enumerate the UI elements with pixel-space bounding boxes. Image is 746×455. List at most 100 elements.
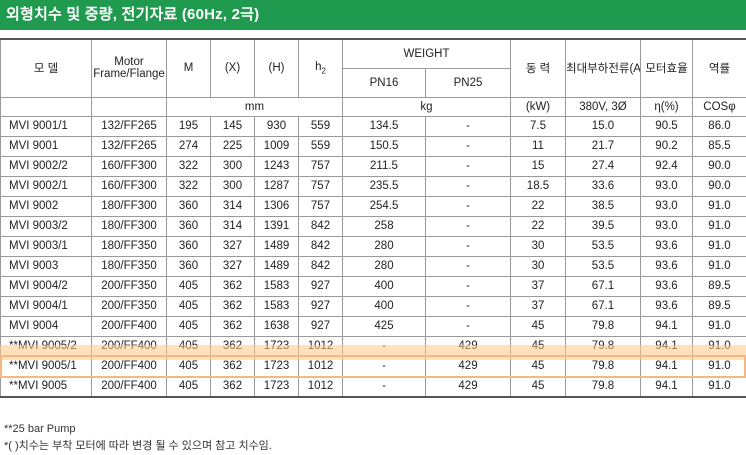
cell-power-factor: 91.0 <box>692 335 746 357</box>
cell-frame: 180/FF300 <box>91 195 167 217</box>
spec-table-body: MVI 9001/1 132/FF265 195 145 930 559 134.5-7.5… <box>0 115 746 398</box>
cell-efficiency: 92.4 <box>640 155 693 177</box>
col-header-motor-frame: Motor Frame/Flange <box>91 38 167 98</box>
cell-x: 300 <box>210 155 255 177</box>
cell-weight-pn16: 211.5 <box>342 155 426 177</box>
cell-m: 360 <box>166 215 211 237</box>
cell-weight-pn25: - <box>425 175 511 197</box>
cell-m: 195 <box>166 115 211 137</box>
cell-weight-pn16: 254.5 <box>342 195 426 217</box>
cell-current: 67.1 <box>565 295 641 317</box>
cell-m: 405 <box>166 335 211 357</box>
cell-h: 1243 <box>254 155 299 177</box>
cell-model: MVI 9002 <box>0 195 92 217</box>
table-row: MVI 9003 180/FF350 360 327 1489 842 280-30 53.5… <box>0 255 746 277</box>
cell-frame: 200/FF400 <box>91 315 167 337</box>
cell-frame: 160/FF300 <box>91 155 167 177</box>
cell-weight-pn25: - <box>425 275 511 297</box>
table-row: MVI 9002/2 160/FF300 322 300 1243 757 211.5-15… <box>0 155 746 177</box>
cell-frame: 200/FF400 <box>91 375 167 398</box>
cell-weight-pn25: - <box>425 215 511 237</box>
cell-current: 38.5 <box>565 195 641 217</box>
cell-m: 405 <box>166 295 211 317</box>
cell-power-factor: 91.0 <box>692 315 746 337</box>
unit-blank-model <box>0 96 92 117</box>
table-row: MVI 9001/1 132/FF265 195 145 930 559 134.5-7.5… <box>0 115 746 137</box>
unit-power-factor: COSφ <box>692 96 746 117</box>
cell-h2: 842 <box>298 215 343 237</box>
cell-h: 1489 <box>254 255 299 277</box>
unit-current: 380V, 3Ø <box>565 96 641 117</box>
cell-h2: 559 <box>298 135 343 157</box>
cell-h2: 842 <box>298 255 343 277</box>
cell-efficiency: 94.1 <box>640 355 693 377</box>
cell-weight-pn16: - <box>342 335 426 357</box>
table-row: **MVI 9005/1 200/FF400 405 362 1723 1012-429 4… <box>0 355 746 377</box>
unit-row: mm kg (kW) 380V, 3Ø η(%) COSφ <box>0 96 746 117</box>
cell-h: 1009 <box>254 135 299 157</box>
table-row: MVI 9004/2 200/FF350 405 362 1583 927 400-37 67… <box>0 275 746 297</box>
cell-weight-pn25: - <box>425 115 511 137</box>
cell-h: 1583 <box>254 275 299 297</box>
cell-h2: 927 <box>298 315 343 337</box>
col-header-efficiency: 모터효율 <box>640 38 693 98</box>
table-row: MVI 9003/2 180/FF300 360 314 1391 842 258-22 39… <box>0 215 746 237</box>
cell-power-factor: 91.0 <box>692 195 746 217</box>
cell-power-kw: 18.5 <box>510 175 566 197</box>
table-row: MVI 9004/1 200/FF350 405 362 1583 927 400-37 67… <box>0 295 746 317</box>
cell-model: MVI 9003 <box>0 255 92 277</box>
cell-model: MVI 9002/2 <box>0 155 92 177</box>
cell-h2: 927 <box>298 295 343 317</box>
spec-table: 모 델 Motor Frame/Flange M (X) (H) h2 WEIG… <box>0 38 746 398</box>
cell-x: 362 <box>210 295 255 317</box>
cell-h: 1638 <box>254 315 299 337</box>
h2-label: h <box>315 61 322 74</box>
cell-h: 1723 <box>254 335 299 357</box>
cell-x: 362 <box>210 375 255 398</box>
cell-power-factor: 91.0 <box>692 215 746 237</box>
cell-current: 21.7 <box>565 135 641 157</box>
cell-weight-pn25: 429 <box>425 375 511 398</box>
cell-x: 300 <box>210 175 255 197</box>
cell-x: 327 <box>210 235 255 257</box>
table-row: MVI 9004 200/FF400 405 362 1638 927 425-45 79.8… <box>0 315 746 337</box>
cell-weight-pn25: - <box>425 295 511 317</box>
col-header-power-factor: 역률 <box>692 38 746 98</box>
unit-blank-frame <box>91 96 167 117</box>
cell-current: 67.1 <box>565 275 641 297</box>
cell-x: 225 <box>210 135 255 157</box>
cell-frame: 160/FF300 <box>91 175 167 197</box>
cell-weight-pn16: 134.5 <box>342 115 426 137</box>
footnote-dimensions: *( )치수는 부착 모터에 따라 변경 될 수 있으며 참고 치수임. <box>4 440 272 452</box>
cell-power-kw: 37 <box>510 295 566 317</box>
cell-current: 15.0 <box>565 115 641 137</box>
cell-power-kw: 45 <box>510 355 566 377</box>
header-row-1: 모 델 Motor Frame/Flange M (X) (H) h2 WEIG… <box>0 38 746 98</box>
cell-efficiency: 93.0 <box>640 215 693 237</box>
cell-frame: 180/FF350 <box>91 255 167 277</box>
cell-efficiency: 90.2 <box>640 135 693 157</box>
cell-m: 322 <box>166 155 211 177</box>
col-header-model: 모 델 <box>0 38 92 98</box>
cell-power-factor: 86.0 <box>692 115 746 137</box>
cell-h2: 927 <box>298 275 343 297</box>
col-header-current: 최대부하전류(A) <box>565 38 641 98</box>
cell-frame: 180/FF350 <box>91 235 167 257</box>
cell-weight-pn16: 258 <box>342 215 426 237</box>
cell-frame: 200/FF400 <box>91 355 167 377</box>
col-header-power: 동 력 <box>510 38 566 98</box>
cell-m: 360 <box>166 235 211 257</box>
cell-power-kw: 22 <box>510 195 566 217</box>
cell-power-kw: 22 <box>510 215 566 237</box>
frame-label: Frame/Flange <box>93 68 165 81</box>
cell-weight-pn16: 400 <box>342 295 426 317</box>
cell-frame: 132/FF265 <box>91 115 167 137</box>
cell-m: 322 <box>166 175 211 197</box>
cell-weight-pn16: 280 <box>342 255 426 277</box>
cell-model: MVI 9002/1 <box>0 175 92 197</box>
cell-x: 362 <box>210 315 255 337</box>
cell-weight-pn16: 280 <box>342 235 426 257</box>
cell-h: 1391 <box>254 215 299 237</box>
cell-model: MVI 9004/1 <box>0 295 92 317</box>
cell-efficiency: 93.0 <box>640 175 693 197</box>
